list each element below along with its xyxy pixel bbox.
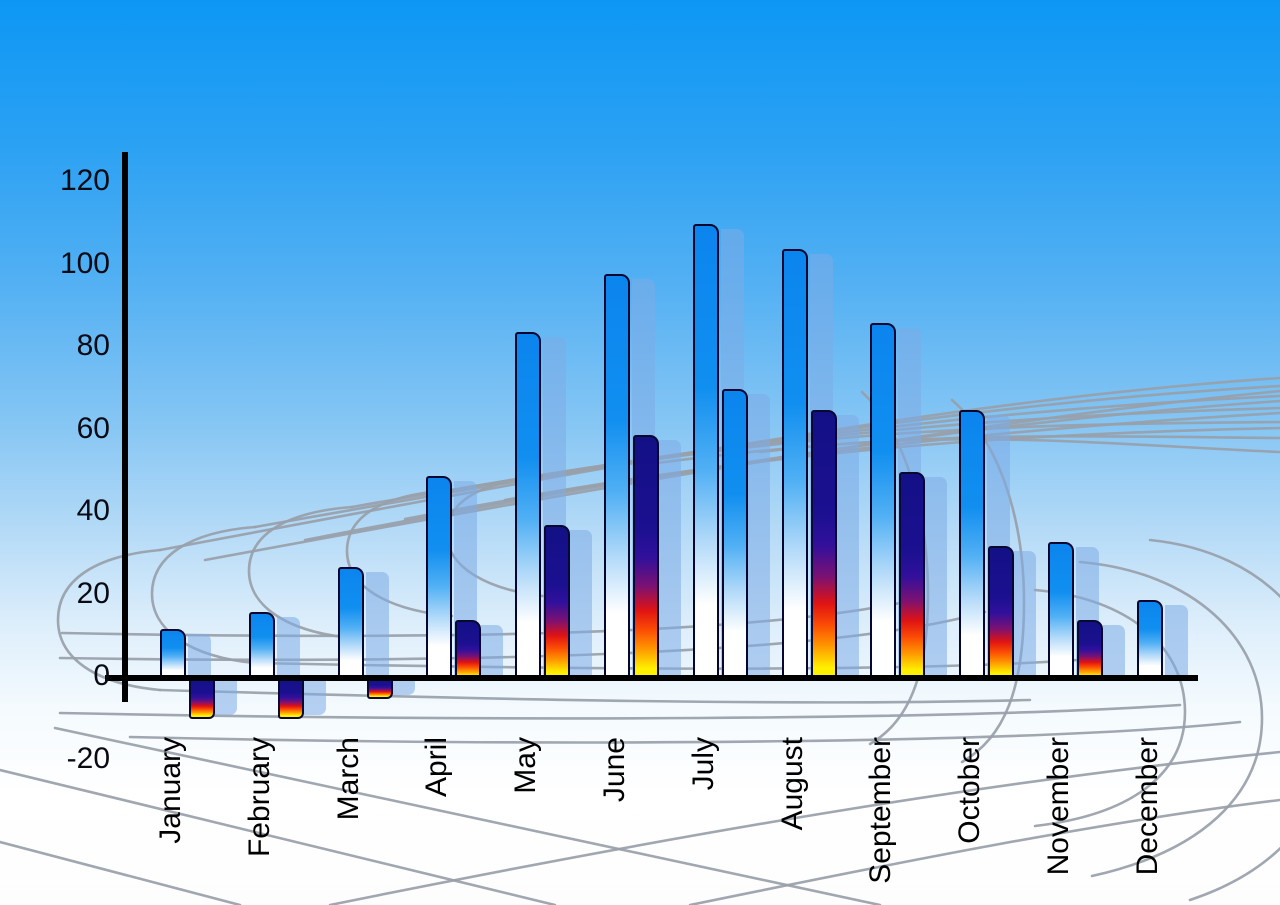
bar-shadow-february-secondary (303, 678, 326, 716)
bar-may-primary (515, 331, 542, 678)
ytick--20: -20 (66, 741, 110, 775)
bar-february-primary (248, 612, 275, 678)
ytick-120: 120 (59, 164, 110, 197)
month-label-september: September (864, 737, 898, 884)
bar-shadow-october-secondary (1014, 551, 1037, 678)
bar-january-secondary (189, 678, 215, 720)
bar-shadow-july-secondary (747, 394, 770, 678)
month-label-october: October (953, 737, 987, 844)
bar-shadow-november-secondary (1103, 625, 1125, 678)
bar-september-primary (870, 323, 897, 678)
month-label-june: June (598, 737, 631, 803)
ytick-40: 40 (76, 494, 110, 527)
month-label-august: August (775, 737, 809, 831)
bar-shadow-march-primary (365, 571, 389, 678)
bar-shadow-june-secondary (659, 439, 681, 678)
month-label-december: December (1130, 737, 1164, 876)
bar-january-primary (160, 628, 186, 678)
month-label-may: May (509, 737, 543, 794)
bar-february-secondary (277, 678, 304, 720)
month-label-march: March (331, 737, 365, 821)
bar-shadow-may-secondary (570, 530, 593, 678)
bar-shadow-december-primary (1164, 604, 1188, 678)
bar-june-secondary (633, 434, 659, 678)
bar-shadow-january-secondary (215, 678, 237, 716)
month-label-april: April (420, 737, 454, 798)
bar-march-primary (337, 566, 364, 678)
bar-shadow-march-secondary (392, 678, 415, 695)
bar-shadow-september-secondary (925, 476, 948, 678)
month-label-january: January (154, 737, 187, 844)
month-label-july: July (686, 737, 720, 791)
ytick-80: 80 (76, 329, 110, 362)
bar-shadow-january-primary (188, 633, 211, 678)
bar-october-primary (959, 409, 986, 678)
month-label-november: November (1042, 737, 1075, 876)
bar-shadow-april-secondary (481, 625, 504, 678)
bar-august-secondary (810, 409, 837, 678)
bar-december-primary (1136, 599, 1163, 678)
bar-march-secondary (366, 678, 393, 699)
ytick-0: 0 (93, 659, 110, 692)
bar-october-secondary (988, 546, 1015, 678)
month-label-february: February (242, 737, 276, 858)
bar-july-secondary (721, 389, 748, 678)
bar-june-primary (604, 273, 630, 678)
y-axis-line (122, 152, 128, 702)
bar-april-primary (426, 475, 453, 678)
bar-august-primary (781, 249, 808, 678)
bar-may-secondary (544, 525, 571, 678)
bar-september-secondary (899, 471, 926, 678)
x-axis-baseline (105, 675, 1198, 681)
ytick-20: 20 (76, 576, 110, 610)
bar-shadow-february-primary (276, 617, 300, 678)
bar-november-primary (1048, 541, 1074, 678)
ytick-100: 100 (59, 246, 110, 280)
bar-april-secondary (455, 620, 482, 678)
bar-shadow-august-secondary (836, 414, 859, 678)
ytick-60: 60 (76, 411, 110, 445)
bar-november-secondary (1077, 620, 1103, 678)
bar-july-primary (692, 224, 719, 678)
